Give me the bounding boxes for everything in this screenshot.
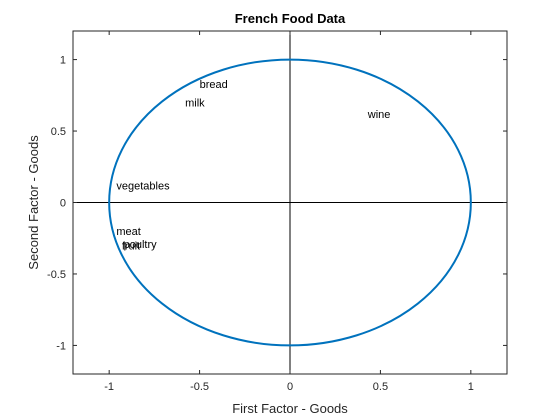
unit-circle: [108, 58, 472, 347]
y-tick-label: 1: [60, 55, 66, 67]
x-axis-title: First Factor - Goods: [232, 401, 348, 416]
y-axis-title: Second Factor - Goods: [26, 135, 41, 270]
x-tick-label: 1: [468, 381, 474, 393]
point-label-bread: bread: [200, 79, 228, 91]
y-tick-label: 0.5: [51, 126, 66, 138]
point-label-wine: wine: [367, 109, 391, 121]
y-tick-label: 0: [60, 198, 66, 210]
x-tick-label: 0.5: [373, 381, 388, 393]
chart-title: French Food Data: [235, 11, 346, 26]
point-label-vegetables: vegetables: [116, 180, 170, 192]
y-tick-label: -0.5: [47, 269, 66, 281]
y-tick-label: -1: [56, 340, 66, 352]
point-label-poultry: poultry: [124, 239, 158, 251]
point-label-fruit: fruit: [122, 240, 140, 252]
x-tick-label: 0: [287, 381, 293, 393]
x-tick-label: -1: [104, 381, 114, 393]
x-tick-label: -0.5: [190, 381, 209, 393]
point-label-milk: milk: [185, 97, 205, 109]
point-label-meat: meat: [116, 226, 140, 238]
